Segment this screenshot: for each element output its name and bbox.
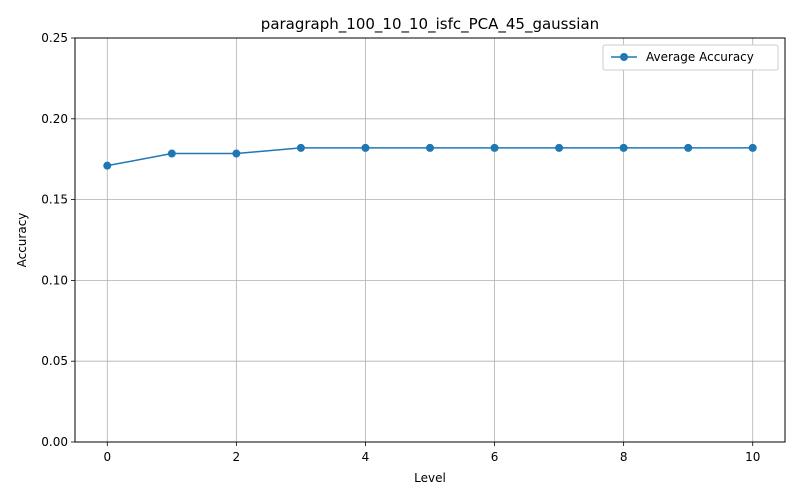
y-axis-ticks: 0.00 0.05 0.10 0.15 0.20 0.25 — [41, 31, 75, 449]
x-axis-ticks: 0 2 4 6 8 10 — [103, 442, 760, 464]
series-layer — [103, 143, 757, 170]
data-point — [296, 143, 305, 152]
legend: Average Accuracy — [602, 44, 779, 71]
data-point — [167, 149, 176, 158]
data-point — [232, 149, 241, 158]
y-tick-label: 0.15 — [41, 193, 68, 207]
x-tick-label: 8 — [620, 450, 628, 464]
legend-marker — [620, 53, 628, 61]
legend-label: Average Accuracy — [646, 50, 754, 64]
x-tick-label: 0 — [103, 450, 111, 464]
y-tick-label: 0.00 — [41, 435, 68, 449]
data-point — [490, 143, 499, 152]
x-tick-label: 2 — [233, 450, 241, 464]
x-tick-label: 4 — [362, 450, 370, 464]
data-point — [748, 143, 757, 152]
data-point — [103, 161, 112, 170]
x-axis-label: Level — [414, 471, 446, 485]
y-tick-label: 0.05 — [41, 354, 68, 368]
data-point — [619, 143, 628, 152]
x-tick-label: 10 — [745, 450, 760, 464]
y-tick-label: 0.25 — [41, 31, 68, 45]
y-tick-label: 0.20 — [41, 112, 68, 126]
data-point — [684, 143, 693, 152]
data-point — [361, 143, 370, 152]
y-axis-label: Accuracy — [15, 213, 29, 268]
legend-box — [602, 44, 779, 71]
plot-frame — [74, 37, 786, 443]
y-tick-label: 0.10 — [41, 273, 68, 287]
data-point — [555, 143, 564, 152]
data-point — [426, 143, 434, 152]
x-tick-label: 6 — [491, 450, 499, 464]
chart-title: paragraph_100_10_10_isfc_PCA_45_gaussian — [261, 15, 599, 34]
